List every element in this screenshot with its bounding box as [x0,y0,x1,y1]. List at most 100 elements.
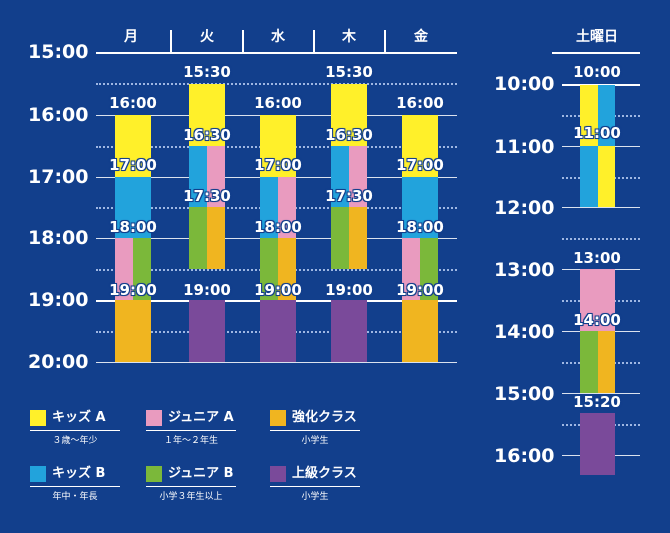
hour-label: 16:00 [28,104,89,126]
class-block-kids-a [189,84,225,146]
legend-sublabel: １年〜２年生 [163,436,218,446]
class-block-kyouka [115,300,151,362]
class-block-junior-b [189,207,207,269]
legend-swatch-joukyuu [270,466,286,482]
time-label: 16:00 [254,94,302,112]
legend-sublabel: 小学３年生以上 [159,492,223,502]
legend-sublabel: 小学生 [301,492,329,502]
time-label: 14:00 [573,311,621,329]
class-block-kids-a [580,85,598,146]
class-block-junior-a [207,146,225,207]
legend-underline [30,430,120,431]
time-label: 18:00 [109,218,157,236]
class-block-kids-b [115,177,151,238]
class-block-kids-b [402,177,438,238]
hour-label: 14:00 [494,321,555,343]
hour-label: 18:00 [28,227,89,249]
time-label: 17:30 [183,187,231,205]
legend-label: 強化クラス [292,410,357,425]
class-block-kids-a [331,84,367,146]
class-block-kids-b [331,146,349,207]
grid-line [552,52,640,54]
time-label: 11:00 [573,124,621,142]
class-block-kyouka [598,331,615,393]
grid-line-15 [562,393,640,394]
legend-label: 上級クラス [292,466,357,481]
day-header-wed: 水 [271,29,285,45]
time-label: 15:30 [325,63,373,81]
hour-label: 10:00 [494,73,555,95]
day-header-tue: 火 [200,29,214,45]
time-label: 17:30 [325,187,373,205]
class-block-kyouka [349,207,367,269]
class-block-junior-b [133,238,151,300]
time-label: 15:20 [573,393,621,411]
time-label: 17:00 [254,156,302,174]
time-label: 19:00 [325,281,373,299]
class-block-junior-b [580,331,598,393]
class-block-joukyuu [260,300,296,362]
class-block-junior-a [349,146,367,207]
legend-swatch-junior-b [146,466,162,482]
day-header-fri: 金 [414,29,428,45]
legend-sublabel: 年中・年長 [52,492,98,502]
grid-dotted-line [96,83,457,85]
class-block-kids-b [260,177,278,238]
legend-underline [146,486,236,487]
class-block-kids-b [580,146,598,207]
time-label: 10:00 [573,63,621,81]
legend-label: ジュニア B [168,466,234,481]
column-separator [313,30,315,52]
hour-label: 12:00 [494,197,555,219]
time-label: 16:00 [109,94,157,112]
class-block-kyouka [278,238,296,300]
class-block-kids-a [402,115,438,177]
day-header-mon: 月 [124,29,138,45]
class-block-junior-a [278,177,296,238]
hour-label: 13:00 [494,259,555,281]
time-label: 19:00 [183,281,231,299]
legend-swatch-kids-a [30,410,46,426]
legend-underline [270,430,360,431]
time-label: 15:30 [183,63,231,81]
class-block-joukyuu [580,413,615,475]
class-block-kids-a [260,115,296,177]
class-block-joukyuu [331,300,367,362]
hour-label: 17:00 [28,166,89,188]
class-block-junior-b [420,238,438,300]
legend-swatch-junior-a [146,410,162,426]
legend-underline [146,430,236,431]
class-block-junior-a [115,238,133,300]
legend-label: キッズ B [52,466,106,481]
time-label: 13:00 [573,249,621,267]
legend-underline [270,486,360,487]
class-block-junior-a [402,238,420,300]
legend-label: ジュニア A [168,410,234,425]
class-block-kyouka [402,300,438,362]
legend-label: キッズ A [52,410,106,425]
class-block-kids-b [189,146,207,207]
time-label: 16:30 [325,126,373,144]
time-label: 19:00 [254,281,302,299]
hour-label: 15:00 [494,383,555,405]
class-block-kids-b [598,85,615,146]
day-header-thu: 木 [342,29,356,45]
hour-label: 15:00 [28,41,89,63]
column-separator [384,30,386,52]
hour-label: 16:00 [494,445,555,467]
time-label: 19:00 [109,281,157,299]
time-label: 17:00 [396,156,444,174]
class-block-joukyuu [189,300,225,362]
class-block-junior-a [580,269,615,331]
time-label: 16:00 [396,94,444,112]
legend-sublabel: ３歳〜年少 [52,436,98,446]
class-block-kids-a [598,146,615,207]
grid-line-12 [562,207,640,208]
legend-sublabel: 小学生 [301,436,329,446]
legend-underline [30,486,120,487]
time-label: 16:30 [183,126,231,144]
time-label: 18:00 [254,218,302,236]
time-label: 17:00 [109,156,157,174]
grid-line-15 [96,52,457,54]
column-separator [170,30,172,52]
